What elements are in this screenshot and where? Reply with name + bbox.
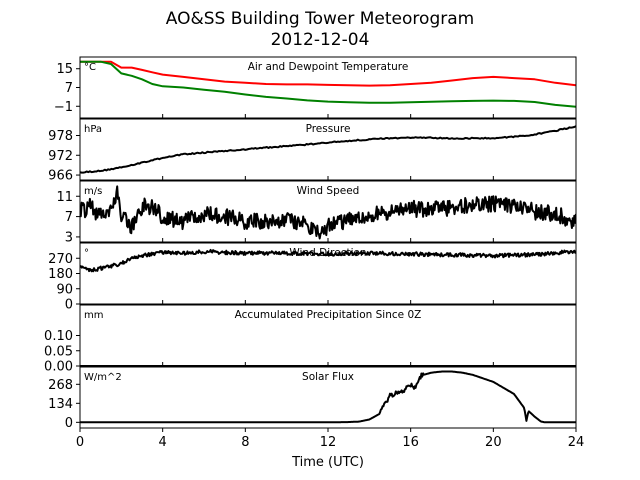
unit-label-solar_flux: W/m^2 bbox=[84, 372, 122, 383]
panel-title-solar_flux: Solar Flux bbox=[302, 371, 354, 383]
panel-title-wind_speed: Wind Speed bbox=[297, 185, 360, 197]
x-tick-label-1: 4 bbox=[159, 435, 167, 450]
panel-wind_speed: 11 7 3 m/s Wind Speed bbox=[56, 180, 577, 245]
unit-label-precipitation: mm bbox=[84, 310, 103, 321]
unit-label-temperature: °C bbox=[84, 62, 96, 73]
panel-solar_flux: 268 134 0 W/m^2 Solar Flux bbox=[48, 366, 577, 431]
y-tick-label-wind_direction-3: 0 bbox=[65, 298, 73, 313]
panel-pressure: 978 972 966 hPa Pressure bbox=[48, 118, 577, 184]
panel-temperature: 15 7 −1 °C Air and Dewpoint Temperature bbox=[54, 56, 577, 119]
y-tick-label-temperature-0: 15 bbox=[56, 62, 73, 77]
x-tick-label-5: 20 bbox=[485, 435, 502, 450]
y-tick-label-wind_direction-2: 90 bbox=[56, 282, 73, 297]
x-axis: 0 4 8 12 16 20 24 bbox=[76, 428, 584, 450]
y-tick-label-temperature-2: −1 bbox=[54, 100, 73, 115]
series-line-temperature-1 bbox=[80, 60, 576, 108]
unit-label-pressure: hPa bbox=[84, 124, 102, 135]
y-tick-label-pressure-1: 972 bbox=[48, 149, 73, 164]
panel-title-pressure: Pressure bbox=[306, 123, 351, 135]
y-tick-label-solar_flux-1: 134 bbox=[48, 397, 73, 412]
panel-precipitation: 0.100.050.00 mm Accumulated Precipitation … bbox=[44, 304, 577, 375]
series-line-wind_speed-0 bbox=[80, 185, 576, 240]
y-tick-label-pressure-0: 978 bbox=[48, 129, 73, 144]
x-tick-label-3: 12 bbox=[320, 435, 337, 450]
x-axis-label: Time (UTC) bbox=[291, 455, 364, 470]
y-tick-label-precipitation-0: 0.10 bbox=[44, 329, 73, 344]
y-tick-label-wind_direction-1: 180 bbox=[48, 267, 73, 282]
y-tick-label-solar_flux-2: 0 bbox=[65, 416, 73, 431]
y-tick-label-pressure-2: 966 bbox=[48, 169, 73, 184]
unit-label-wind_speed: m/s bbox=[84, 186, 102, 197]
panels: 157−1°C Air and Dewpoint Temperature97897… bbox=[44, 56, 577, 431]
series-line-pressure-0 bbox=[80, 125, 576, 174]
x-tick-label-0: 0 bbox=[76, 435, 84, 450]
panel-title-precipitation: Accumulated Precipitation Since 0Z bbox=[235, 309, 422, 321]
x-tick-label-6: 24 bbox=[568, 435, 585, 450]
panel-title-temperature: Air and Dewpoint Temperature bbox=[248, 61, 409, 73]
series-line-solar_flux-0 bbox=[80, 370, 576, 424]
series-line-wind_direction-0 bbox=[80, 248, 576, 273]
panel-title-wind_direction: Wind Direction bbox=[289, 247, 366, 259]
unit-label-wind_direction: ° bbox=[84, 248, 89, 259]
y-tick-label-precipitation-1: 0.05 bbox=[44, 344, 73, 359]
chart-title: AO&SS Building Tower Meteorogram bbox=[166, 9, 474, 29]
y-tick-label-wind_speed-2: 3 bbox=[65, 230, 73, 245]
series-line-temperature-0 bbox=[80, 60, 576, 87]
y-tick-label-wind_speed-1: 7 bbox=[65, 210, 73, 225]
y-tick-label-wind_speed-0: 11 bbox=[56, 190, 73, 205]
y-tick-label-solar_flux-0: 268 bbox=[48, 378, 73, 393]
y-tick-label-temperature-1: 7 bbox=[65, 81, 73, 96]
y-tick-label-wind_direction-0: 270 bbox=[48, 252, 73, 267]
x-tick-label-4: 16 bbox=[402, 435, 419, 450]
y-tick-label-precipitation-2: 0.00 bbox=[44, 360, 73, 375]
chart-subtitle: 2012-12-04 bbox=[271, 30, 370, 50]
x-tick-label-2: 8 bbox=[241, 435, 249, 450]
